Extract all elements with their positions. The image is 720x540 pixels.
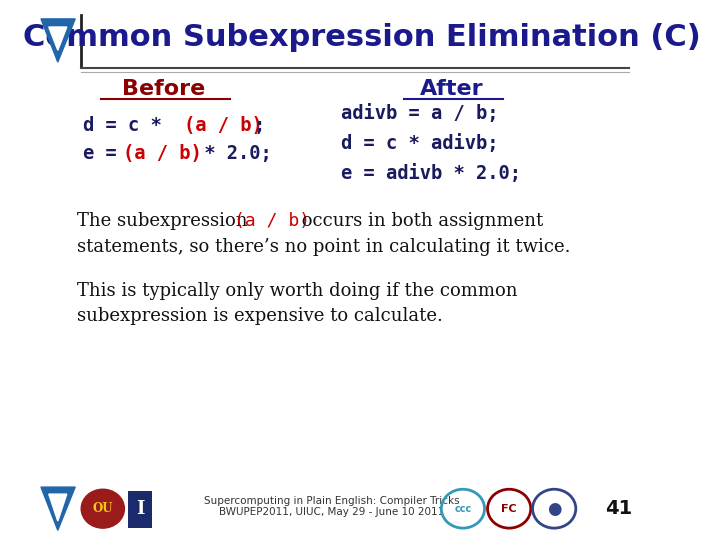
Text: ;: ; <box>253 116 265 135</box>
Text: Common Subexpression Elimination (C): Common Subexpression Elimination (C) <box>23 23 701 52</box>
Text: d = c *: d = c * <box>83 116 173 135</box>
Text: (a / b): (a / b) <box>234 212 310 231</box>
Text: The subexpression: The subexpression <box>77 212 253 231</box>
Text: occurs in both assignment: occurs in both assignment <box>296 212 544 231</box>
Text: statements, so there’s no point in calculating it twice.: statements, so there’s no point in calcu… <box>77 238 570 256</box>
Text: This is typically only worth doing if the common: This is typically only worth doing if th… <box>77 281 518 300</box>
Text: ccc: ccc <box>454 504 472 514</box>
Text: After: After <box>420 79 484 99</box>
Text: e = adivb * 2.0;: e = adivb * 2.0; <box>341 164 521 184</box>
Text: (a / b): (a / b) <box>184 116 263 135</box>
Text: OU: OU <box>93 502 113 515</box>
Text: * 2.0;: * 2.0; <box>193 144 271 164</box>
Text: Before: Before <box>122 79 206 99</box>
Polygon shape <box>41 487 75 530</box>
Text: d = c * adivb;: d = c * adivb; <box>341 133 499 153</box>
Polygon shape <box>49 27 67 50</box>
Text: e =: e = <box>83 144 128 164</box>
Text: I: I <box>136 500 144 518</box>
Text: subexpression is expensive to calculate.: subexpression is expensive to calculate. <box>77 307 443 325</box>
Circle shape <box>81 489 125 528</box>
Text: ●: ● <box>547 500 562 518</box>
Polygon shape <box>49 494 67 521</box>
Polygon shape <box>41 19 75 62</box>
Text: adivb = a / b;: adivb = a / b; <box>341 104 499 123</box>
Text: (a / b): (a / b) <box>123 144 202 164</box>
Text: 41: 41 <box>606 499 633 518</box>
FancyBboxPatch shape <box>128 491 152 528</box>
Text: FC: FC <box>501 504 517 514</box>
Text: Supercomputing in Plain English: Compiler Tricks
BWUPEP2011, UIUC, May 29 - June: Supercomputing in Plain English: Compile… <box>204 496 460 517</box>
